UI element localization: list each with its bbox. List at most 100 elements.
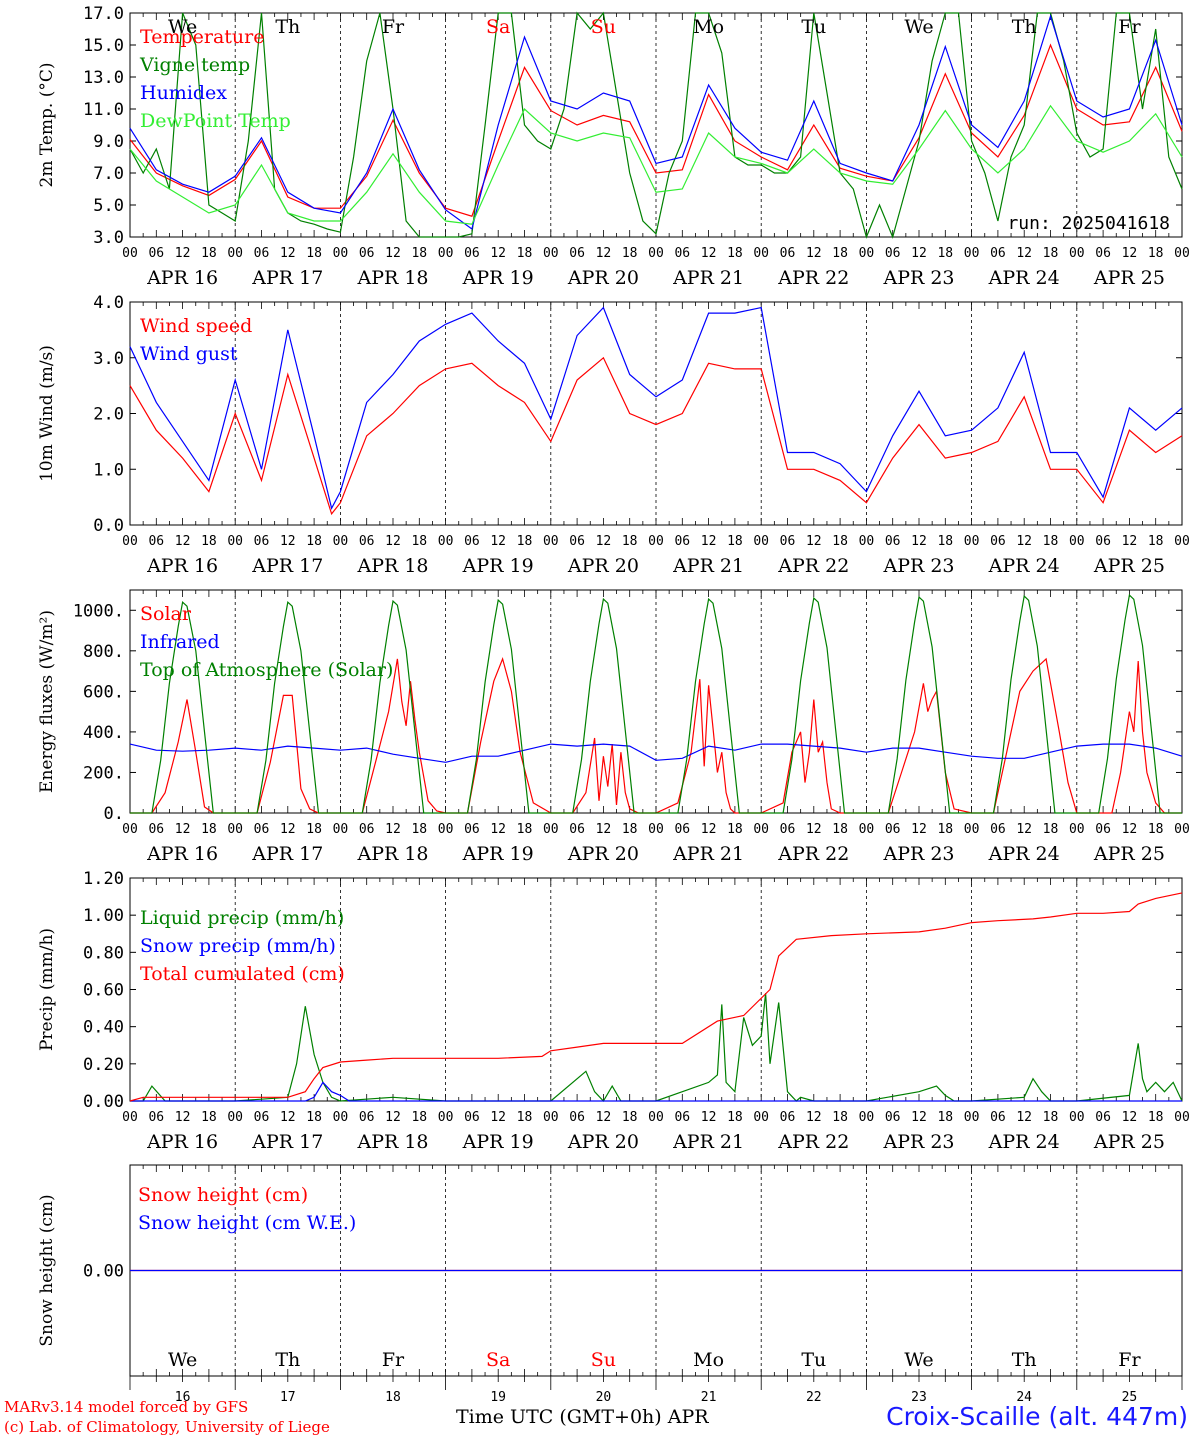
x-hour-label: 12 [701, 534, 717, 549]
x-date-label: APR 20 [567, 1131, 639, 1153]
x-hour-label: 00 [964, 822, 980, 837]
x-hour-label: 00 [753, 246, 769, 261]
weekday-label: Tu [801, 1349, 826, 1371]
x-hour-label: 12 [385, 246, 401, 261]
station-label: Croix-Scaille (alt. 447m) [886, 1402, 1188, 1431]
x-date-label: APR 21 [672, 267, 744, 289]
x-date-label: APR 18 [356, 1131, 428, 1153]
y-tick-label: 1.0 [93, 460, 124, 480]
series-line-total-cumulated-cm- [129, 892, 1183, 1102]
panel-3: 0. 200. 400. 600. 800. 1000. Energy fluxes (W/… [37, 589, 1190, 865]
time-axis-label: Time UTC (GMT+0h) APR [456, 1406, 709, 1428]
x-hour-label: 18 [411, 246, 427, 261]
series-line-top-of-atmosphere-solar- [130, 593, 1182, 814]
weekday-label: Fr [382, 16, 405, 38]
weekday-label: Mo [693, 1349, 724, 1371]
x-hour-label: 06 [674, 246, 690, 261]
legend-entry: Wind gust [140, 343, 238, 365]
x-hour-label: 12 [175, 534, 191, 549]
x-hour-label: 06 [569, 246, 585, 261]
x-hour-label: 06 [990, 822, 1006, 837]
weekday-label: Th [275, 16, 300, 38]
y-tick-label: 2.0 [93, 405, 124, 425]
x-date-label: APR 16 [146, 1131, 218, 1153]
x-hour-label: 06 [148, 1110, 164, 1125]
x-hour-label: 00 [438, 534, 454, 549]
weekday-label: Tu [801, 16, 826, 38]
panel-frame [129, 301, 1183, 526]
x-hour-label: 12 [490, 246, 506, 261]
x-hour-label: 00 [859, 534, 875, 549]
y-tick-label: 0.20 [83, 1055, 124, 1075]
y-tick-label: 4.0 [93, 293, 124, 313]
x-hour-label: 00 [333, 822, 349, 837]
x-date-label: APR 21 [672, 1131, 744, 1153]
x-date-label: APR 19 [462, 555, 534, 577]
x-hour-label: 06 [990, 1110, 1006, 1125]
x-hour-label: 00 [1069, 246, 1085, 261]
x-hour-label: 06 [990, 246, 1006, 261]
day-number-label: 22 [806, 1390, 822, 1405]
x-hour-label: 12 [175, 246, 191, 261]
x-date-label: APR 18 [356, 555, 428, 577]
legend-entry: Liquid precip (mm/h) [140, 907, 344, 929]
x-hour-label: 00 [859, 1110, 875, 1125]
x-hour-label: 12 [596, 822, 612, 837]
x-hour-label: 06 [148, 246, 164, 261]
x-hour-label: 18 [1148, 534, 1164, 549]
x-date-label: APR 25 [1093, 267, 1165, 289]
x-hour-label: 06 [990, 534, 1006, 549]
weekday-label: We [904, 1349, 933, 1371]
weekday-label: Th [1012, 1349, 1037, 1371]
x-hour-label: 18 [411, 1110, 427, 1125]
x-date-label: APR 22 [777, 267, 849, 289]
x-hour-label: 12 [1122, 246, 1138, 261]
y-tick-label: 0.40 [83, 1018, 124, 1038]
x-hour-label: 00 [1174, 534, 1190, 549]
x-hour-label: 12 [490, 534, 506, 549]
weekday-label: Sa [486, 16, 510, 38]
y-axis-title: Snow height (cm) [37, 1194, 57, 1346]
x-hour-label: 06 [780, 1110, 796, 1125]
x-hour-label: 00 [964, 534, 980, 549]
series-line-wind-gust [129, 306, 1183, 510]
day-number-label: 16 [175, 1390, 191, 1405]
y-tick-label: 5.0 [93, 196, 124, 216]
x-hour-label: 12 [911, 534, 927, 549]
x-hour-label: 06 [1095, 1110, 1111, 1125]
x-hour-label: 18 [727, 246, 743, 261]
legend-entry: Top of Atmosphere (Solar) [140, 659, 393, 681]
y-tick-label: 11.0 [83, 100, 124, 120]
x-hour-label: 00 [1174, 246, 1190, 261]
x-date-label: APR 17 [251, 843, 323, 865]
x-hour-label: 00 [859, 246, 875, 261]
x-hour-label: 12 [911, 1110, 927, 1125]
x-hour-label: 12 [280, 534, 296, 549]
x-date-label: APR 24 [988, 267, 1060, 289]
weekday-label: Mo [693, 16, 724, 38]
legend-entry: Temperature [140, 26, 264, 48]
y-tick-label: 0.0 [93, 516, 124, 536]
y-tick-label: 7.0 [93, 164, 124, 184]
x-hour-label: 00 [543, 534, 559, 549]
y-tick-label: 15.0 [83, 36, 124, 56]
x-hour-label: 12 [806, 822, 822, 837]
x-hour-label: 18 [622, 534, 638, 549]
credit-model: MARv3.14 model forced by GFS [4, 1398, 249, 1416]
x-hour-label: 18 [727, 1110, 743, 1125]
x-hour-label: 00 [964, 1110, 980, 1125]
x-hour-label: 18 [727, 822, 743, 837]
x-hour-label: 00 [964, 246, 980, 261]
x-date-label: APR 19 [462, 843, 534, 865]
x-hour-label: 00 [648, 1110, 664, 1125]
weekday-label: Su [591, 16, 616, 38]
legend-entry: Solar [140, 603, 192, 625]
x-hour-label: 18 [622, 246, 638, 261]
x-date-label: APR 19 [462, 1131, 534, 1153]
x-hour-label: 06 [464, 246, 480, 261]
x-hour-label: 12 [1016, 1110, 1032, 1125]
day-number-label: 21 [701, 1390, 717, 1405]
series-line-liquid-precip-mm-h- [130, 993, 1183, 1102]
y-tick-label: 200. [83, 763, 124, 783]
y-tick-label: 0.00 [83, 1262, 124, 1282]
